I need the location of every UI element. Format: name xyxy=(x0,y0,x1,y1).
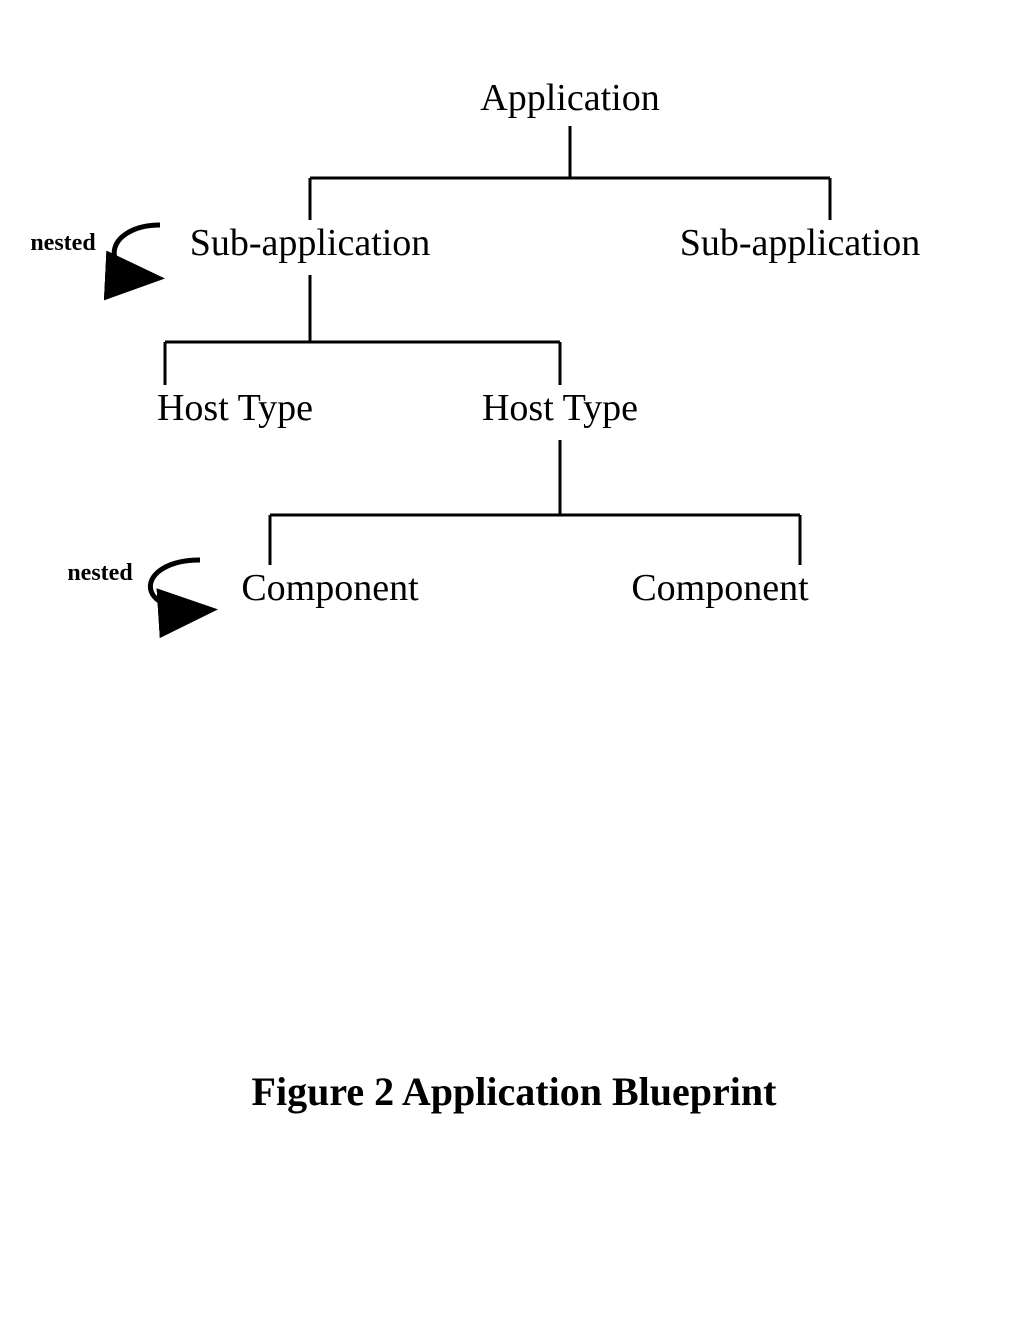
node-application: Application xyxy=(480,77,659,119)
node-subapp-2: Sub-application xyxy=(680,222,921,264)
node-component-2: Component xyxy=(631,567,809,609)
diagram-canvas: Application Sub-application Sub-applicat… xyxy=(0,0,1029,1324)
figure-caption: Figure 2 Application Blueprint xyxy=(252,1069,778,1114)
nested-loop-arrow-1 xyxy=(114,225,160,278)
nested-label-1: nested xyxy=(30,230,96,256)
node-component-1: Component xyxy=(241,567,419,609)
nested-loop-arrow-2 xyxy=(150,560,208,610)
node-hosttype-2: Host Type xyxy=(482,387,638,429)
node-subapp-1: Sub-application xyxy=(190,222,431,264)
nested-label-2: nested xyxy=(67,560,133,586)
node-hosttype-1: Host Type xyxy=(157,387,313,429)
